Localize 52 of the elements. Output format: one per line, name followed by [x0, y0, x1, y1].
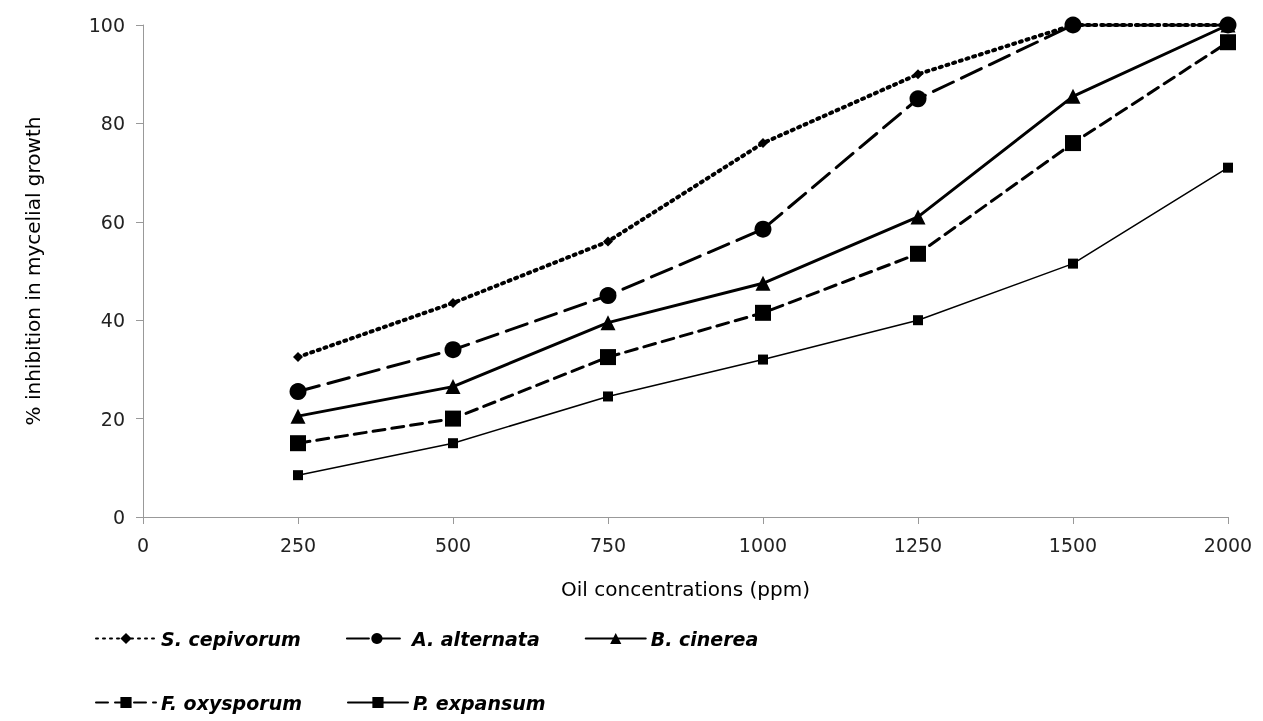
x-tick-label: 2000 — [1203, 533, 1253, 556]
point — [1223, 162, 1233, 173]
point — [1220, 34, 1236, 51]
y-tick-label: 40 — [100, 309, 125, 332]
x-tick-label: 1250 — [893, 533, 943, 556]
point — [445, 410, 461, 427]
legend-label: B. cinerea — [650, 627, 759, 650]
x-tick-label: 1000 — [738, 533, 788, 556]
point — [293, 470, 303, 481]
legend-label: P. expansum — [412, 691, 546, 714]
y-tick-label: 0 — [112, 506, 125, 528]
point — [758, 354, 768, 365]
legend-label: A. alternata — [409, 627, 540, 650]
legend-label: F. oxysporum — [161, 691, 302, 714]
point — [758, 138, 768, 149]
point — [600, 349, 616, 366]
x-axis-title: Oil concentrations (ppm) — [561, 577, 810, 601]
x-tick-label: 750 — [589, 533, 627, 556]
point — [913, 69, 923, 80]
y-axis-title: % inhibition in mycelial growth — [21, 116, 45, 426]
y-tick-label: 80 — [100, 112, 125, 135]
point — [445, 379, 461, 395]
point — [910, 209, 926, 225]
x-tick-label: 1500 — [1048, 533, 1098, 556]
y-tick-label: 60 — [100, 210, 125, 233]
point — [1065, 88, 1081, 104]
point — [293, 352, 303, 363]
point — [755, 304, 771, 321]
point — [600, 315, 616, 331]
point — [603, 391, 613, 402]
point — [448, 297, 458, 308]
y-tick-label: 100 — [88, 14, 125, 36]
point — [444, 341, 462, 359]
point — [909, 90, 927, 108]
point — [913, 315, 923, 326]
x-tick-label: 0 — [136, 533, 150, 556]
point — [603, 236, 613, 247]
point — [755, 275, 771, 291]
point — [910, 245, 926, 262]
x-tick-label: 250 — [279, 533, 317, 556]
point — [599, 287, 617, 305]
point — [290, 435, 306, 452]
point — [1065, 135, 1081, 152]
point — [290, 408, 306, 424]
legend-label: S. cepivorum — [161, 627, 301, 650]
point — [448, 438, 458, 449]
point — [754, 220, 772, 238]
x-tick-label: 500 — [434, 533, 472, 556]
point — [1068, 258, 1078, 269]
point — [1219, 16, 1237, 34]
point — [289, 383, 307, 401]
y-tick-label: 20 — [100, 407, 125, 430]
